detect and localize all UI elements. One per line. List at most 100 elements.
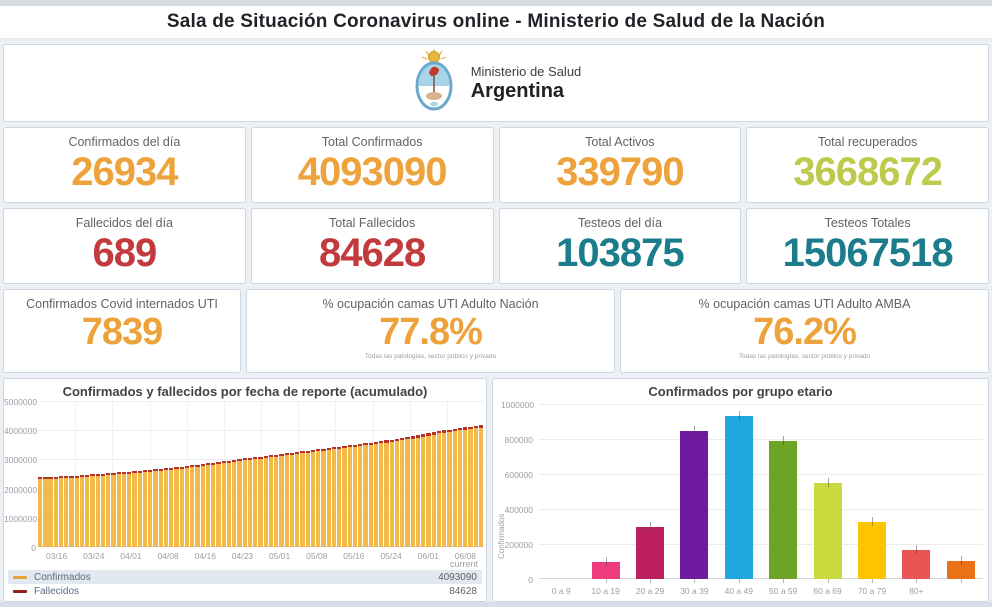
confirmados-bar[interactable]: [326, 447, 331, 547]
confirmados-bar[interactable]: [447, 429, 452, 547]
confirmados-bar[interactable]: [331, 447, 337, 547]
confirmados-bar[interactable]: [400, 438, 405, 547]
confirmados-bar[interactable]: [121, 472, 127, 547]
confirmados-bar[interactable]: [478, 425, 483, 547]
legend-row-fallecidos[interactable]: Fallecidos 84628: [8, 584, 482, 598]
confirmados-bar[interactable]: [58, 476, 64, 547]
confirmados-bar[interactable]: [116, 472, 121, 547]
confirmados-bar[interactable]: [405, 437, 410, 547]
age-bar-50a59[interactable]: [813, 482, 842, 579]
confirmados-bar[interactable]: [64, 476, 69, 547]
age-bar-30a39[interactable]: [724, 416, 753, 579]
confirmados-bar[interactable]: [237, 459, 242, 547]
confirmados-bar[interactable]: [389, 439, 394, 547]
confirmados-bar[interactable]: [111, 472, 116, 547]
confirmados-bar[interactable]: [295, 451, 300, 547]
confirmados-bar[interactable]: [48, 476, 53, 547]
cumulative-plot-area[interactable]: [38, 401, 484, 547]
confirmados-bar[interactable]: [426, 433, 431, 547]
confirmados-bar[interactable]: [232, 459, 237, 547]
age-bar-80+[interactable]: [946, 560, 975, 579]
confirmados-bar[interactable]: [442, 430, 447, 547]
x-tick-label: 20 a 29: [635, 586, 665, 596]
confirmados-bar[interactable]: [342, 445, 347, 547]
confirmados-bar[interactable]: [216, 461, 221, 547]
confirmados-bar[interactable]: [74, 475, 79, 547]
confirmados-bar[interactable]: [179, 466, 184, 547]
confirmados-bar[interactable]: [452, 428, 457, 547]
confirmados-bar[interactable]: [384, 440, 389, 547]
confirmados-bar[interactable]: [174, 467, 179, 547]
confirmados-bar[interactable]: [95, 474, 100, 547]
confirmados-bar[interactable]: [169, 467, 174, 547]
age-bar-40a49[interactable]: [769, 440, 798, 579]
confirmados-bar[interactable]: [436, 431, 442, 547]
confirmados-bar[interactable]: [310, 449, 316, 547]
confirmados-bar[interactable]: [200, 464, 205, 547]
fallecidos-cap: [100, 473, 106, 476]
confirmados-bar[interactable]: [415, 435, 421, 547]
confirmados-bar[interactable]: [226, 460, 232, 547]
confirmados-bar[interactable]: [158, 469, 163, 547]
confirmados-bar[interactable]: [184, 465, 190, 547]
confirmados-bar[interactable]: [211, 462, 216, 547]
confirmados-bar[interactable]: [300, 451, 305, 547]
confirmados-bar[interactable]: [53, 476, 58, 547]
confirmados-bar[interactable]: [132, 471, 137, 547]
age-bar-10a19[interactable]: [636, 526, 664, 579]
age-bar-20a29[interactable]: [680, 431, 709, 579]
confirmados-bar[interactable]: [142, 470, 148, 547]
confirmados-bar[interactable]: [221, 461, 226, 547]
confirmados-bar[interactable]: [253, 457, 258, 547]
confirmados-bar[interactable]: [421, 434, 426, 547]
confirmados-bar[interactable]: [337, 446, 342, 547]
confirmados-bar[interactable]: [43, 477, 48, 547]
confirmados-bar[interactable]: [79, 475, 85, 547]
confirmados-bar[interactable]: [321, 448, 326, 547]
confirmados-bar[interactable]: [463, 427, 468, 547]
confirmados-bar[interactable]: [358, 443, 363, 547]
confirmados-bar[interactable]: [473, 425, 478, 547]
confirmados-bar[interactable]: [379, 441, 384, 547]
confirmados-bar[interactable]: [316, 449, 321, 547]
confirmados-bar[interactable]: [274, 454, 279, 547]
confirmados-bar[interactable]: [284, 453, 289, 547]
confirmados-bar[interactable]: [468, 426, 473, 547]
confirmados-bar[interactable]: [410, 436, 415, 547]
confirmados-bar[interactable]: [431, 432, 436, 547]
confirmados-bar[interactable]: [205, 463, 211, 547]
confirmados-bar[interactable]: [279, 453, 284, 547]
confirmados-bar[interactable]: [247, 457, 253, 547]
confirmados-bar[interactable]: [258, 456, 263, 547]
confirmados-bar[interactable]: [263, 455, 268, 547]
legend-row-confirmados[interactable]: Confirmados 4093090: [8, 570, 482, 584]
confirmados-bar[interactable]: [38, 477, 43, 547]
confirmados-bar[interactable]: [85, 474, 90, 547]
confirmados-bar[interactable]: [394, 439, 400, 547]
confirmados-bar[interactable]: [100, 473, 106, 547]
confirmados-bar[interactable]: [127, 471, 132, 547]
confirmados-bar[interactable]: [368, 442, 373, 547]
confirmados-bar[interactable]: [148, 469, 153, 547]
confirmados-bar[interactable]: [347, 445, 352, 547]
confirmados-bar[interactable]: [190, 465, 195, 547]
confirmados-bar[interactable]: [268, 455, 274, 547]
confirmados-bar[interactable]: [242, 458, 247, 547]
confirmados-bar[interactable]: [69, 475, 74, 547]
confirmados-bar[interactable]: [153, 469, 158, 547]
confirmados-bar[interactable]: [163, 468, 169, 547]
confirmados-bar[interactable]: [457, 428, 462, 547]
confirmados-bar[interactable]: [305, 450, 310, 547]
confirmados-bar[interactable]: [363, 443, 368, 547]
age-plot-area[interactable]: [539, 404, 983, 583]
age-bar-70a79[interactable]: [902, 550, 931, 579]
confirmados-bar[interactable]: [373, 441, 379, 547]
confirmados-bar[interactable]: [106, 473, 111, 547]
confirmados-bar[interactable]: [90, 474, 95, 547]
confirmados-bar[interactable]: [137, 470, 142, 547]
confirmados-bar[interactable]: [195, 464, 200, 547]
age-bar-60a69[interactable]: [858, 522, 886, 579]
confirmados-bar[interactable]: [289, 452, 295, 547]
age-bar-0a9[interactable]: [591, 562, 620, 579]
confirmados-bar[interactable]: [352, 444, 358, 547]
